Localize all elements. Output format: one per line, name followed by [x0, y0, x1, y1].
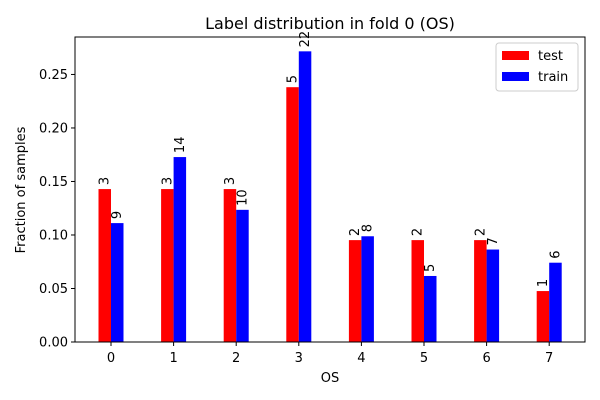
bar-train-7 — [549, 262, 562, 342]
y-tick-label-4: 0.20 — [39, 121, 68, 136]
x-tick-label-7: 7 — [545, 351, 553, 366]
chart-title: Label distribution in fold 0 (OS) — [205, 14, 455, 33]
plot-frame — [74, 36, 586, 343]
x-tick-label-2: 2 — [232, 351, 240, 366]
data-label-train-2: 10 — [235, 189, 250, 206]
data-label-test-6: 2 — [473, 228, 488, 236]
y-axis-label: Fraction of samples — [14, 126, 29, 253]
y-tick-label-5: 0.25 — [39, 68, 68, 83]
x-tick-label-5: 5 — [420, 351, 428, 366]
y-tick-label-3: 0.15 — [39, 175, 68, 190]
bar-train-2 — [236, 209, 249, 342]
data-label-test-2: 3 — [223, 177, 238, 185]
bar-test-3 — [286, 87, 299, 343]
y-axis-ticks: 0.00 0.05 0.10 0.15 0.20 0.25 — [39, 68, 75, 351]
data-label-train-1: 14 — [173, 137, 188, 154]
x-tick-label-4: 4 — [357, 351, 365, 366]
bar-train-3 — [298, 51, 312, 342]
legend-swatch-test — [502, 51, 529, 60]
bar-train-5 — [424, 275, 437, 342]
bars-group — [98, 51, 562, 343]
bar-test-2 — [223, 189, 237, 342]
x-axis-label: OS — [321, 371, 339, 386]
data-label-test-3: 5 — [286, 75, 301, 83]
x-tick-label-1: 1 — [169, 351, 177, 366]
y-tick-label-1: 0.05 — [39, 282, 68, 297]
legend-swatch-train — [502, 72, 529, 81]
x-tick-label-0: 0 — [107, 351, 115, 366]
bar-test-1 — [161, 189, 174, 342]
bar-test-5 — [411, 240, 424, 342]
data-label-train-5: 5 — [423, 264, 438, 272]
bar-test-4 — [348, 240, 362, 342]
data-label-train-3: 22 — [298, 31, 313, 48]
bar-test-0 — [98, 189, 111, 342]
x-tick-label-6: 6 — [482, 351, 490, 366]
data-label-test-5: 2 — [411, 228, 426, 236]
y-tick-label-0: 0.00 — [39, 336, 68, 351]
bar-train-0 — [111, 223, 124, 342]
data-label-test-1: 3 — [160, 177, 175, 185]
bar-test-6 — [474, 240, 487, 342]
legend-label-test: test — [538, 49, 563, 64]
x-axis-ticks: 0 1 2 3 4 5 6 7 — [107, 342, 553, 366]
data-label-test-4: 2 — [348, 228, 363, 236]
data-label-train-4: 8 — [361, 224, 376, 232]
data-label-train-0: 9 — [110, 211, 125, 219]
data-label-train-6: 7 — [486, 237, 501, 245]
bar-test-7 — [536, 291, 550, 342]
x-tick-label-3: 3 — [295, 351, 303, 366]
data-label-test-0: 3 — [98, 177, 113, 185]
data-label-test-7: 1 — [536, 279, 551, 287]
y-tick-label-2: 0.10 — [39, 228, 68, 243]
legend: test train — [495, 42, 579, 92]
bar-train-6 — [486, 249, 500, 342]
data-label-train-7: 6 — [548, 250, 563, 258]
bar-train-1 — [173, 157, 187, 342]
bar-train-4 — [361, 236, 374, 342]
legend-label-train: train — [538, 70, 568, 85]
